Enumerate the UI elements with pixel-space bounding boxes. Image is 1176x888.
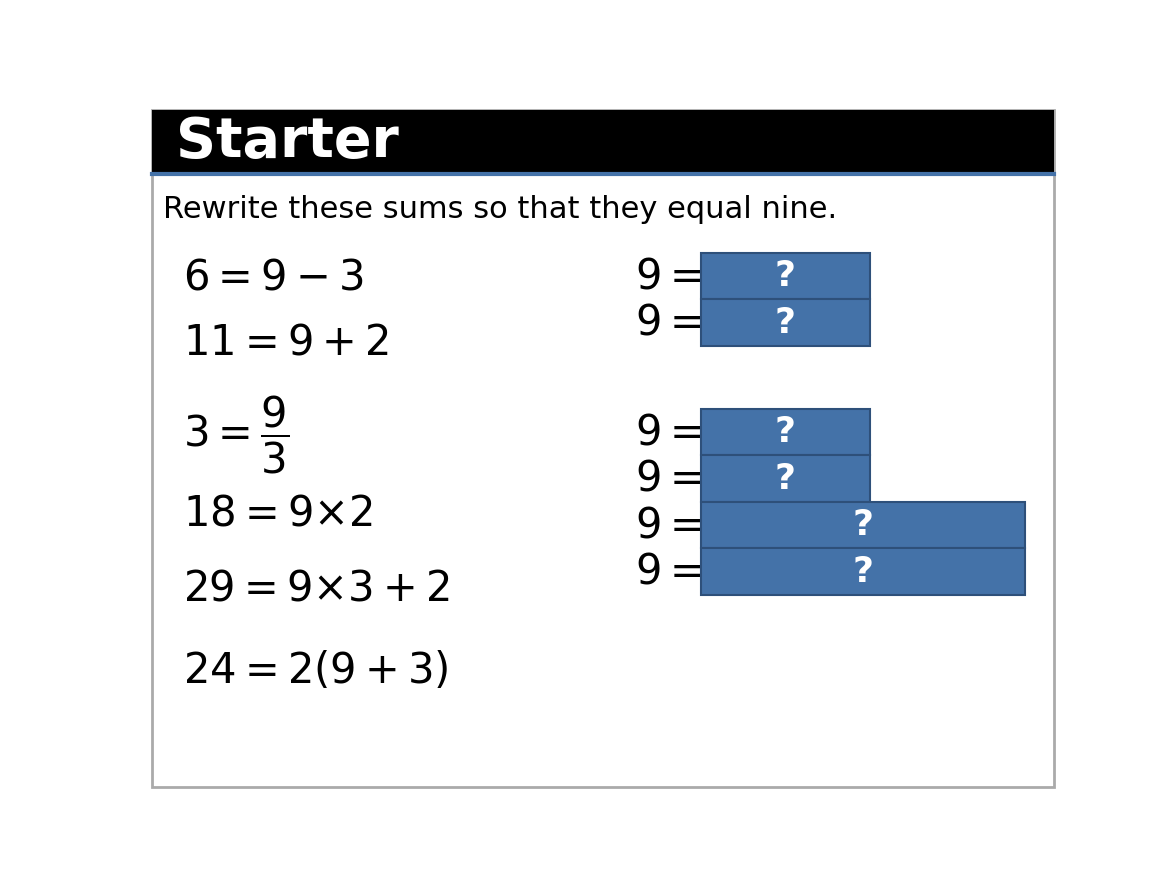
Text: $3 = \dfrac{9}{3}$: $3 = \dfrac{9}{3}$ <box>183 393 289 476</box>
Text: ?: ? <box>853 554 874 589</box>
Text: $9 =$: $9 =$ <box>635 457 702 500</box>
Text: ?: ? <box>775 462 796 496</box>
Text: Starter: Starter <box>176 115 399 169</box>
FancyBboxPatch shape <box>152 110 1054 787</box>
FancyBboxPatch shape <box>701 408 870 456</box>
Text: $18 = 9{\times}2$: $18 = 9{\times}2$ <box>183 493 373 535</box>
Text: $9 =$: $9 =$ <box>635 411 702 453</box>
Text: $24 = 2(9 + 3)$: $24 = 2(9 + 3)$ <box>183 650 449 692</box>
FancyBboxPatch shape <box>701 253 870 299</box>
Text: $9 =$: $9 =$ <box>635 302 702 344</box>
Text: $9 =$: $9 =$ <box>635 551 702 592</box>
FancyBboxPatch shape <box>152 110 1054 173</box>
FancyBboxPatch shape <box>701 299 870 346</box>
FancyBboxPatch shape <box>701 548 1024 595</box>
Text: ?: ? <box>853 508 874 542</box>
Text: ?: ? <box>775 259 796 293</box>
FancyBboxPatch shape <box>701 502 1024 548</box>
Text: $29 = 9{\times}3 + 2$: $29 = 9{\times}3 + 2$ <box>183 567 450 609</box>
Text: $6 = 9 - 3$: $6 = 9 - 3$ <box>183 257 363 298</box>
Text: $11 = 9 + 2$: $11 = 9 + 2$ <box>183 321 389 363</box>
Text: $9 =$: $9 =$ <box>635 255 702 297</box>
FancyBboxPatch shape <box>701 456 870 502</box>
Text: ?: ? <box>775 305 796 339</box>
Text: $9 =$: $9 =$ <box>635 504 702 546</box>
Text: ?: ? <box>775 415 796 449</box>
Text: Rewrite these sums so that they equal nine.: Rewrite these sums so that they equal ni… <box>163 194 837 224</box>
